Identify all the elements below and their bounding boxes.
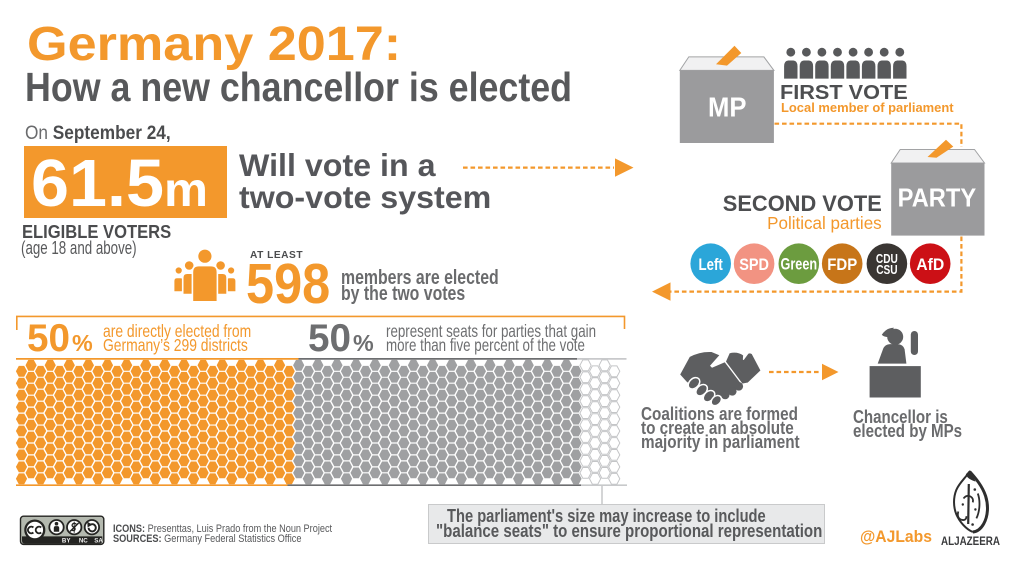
svg-text:PARTY: PARTY xyxy=(898,184,977,213)
svg-text:AfD: AfD xyxy=(916,255,944,274)
svg-text:Left: Left xyxy=(699,256,723,275)
svg-text:CDU: CDU xyxy=(876,253,898,266)
svg-text:FDP: FDP xyxy=(827,255,857,274)
svg-text:CSU: CSU xyxy=(876,264,897,277)
svg-text:SA: SA xyxy=(94,538,103,545)
svg-text:Green: Green xyxy=(781,256,818,274)
svg-text:BY: BY xyxy=(62,538,71,545)
svg-text:SPD: SPD xyxy=(739,256,769,274)
svg-text:NC: NC xyxy=(79,538,88,545)
svg-text:MP: MP xyxy=(708,92,746,123)
